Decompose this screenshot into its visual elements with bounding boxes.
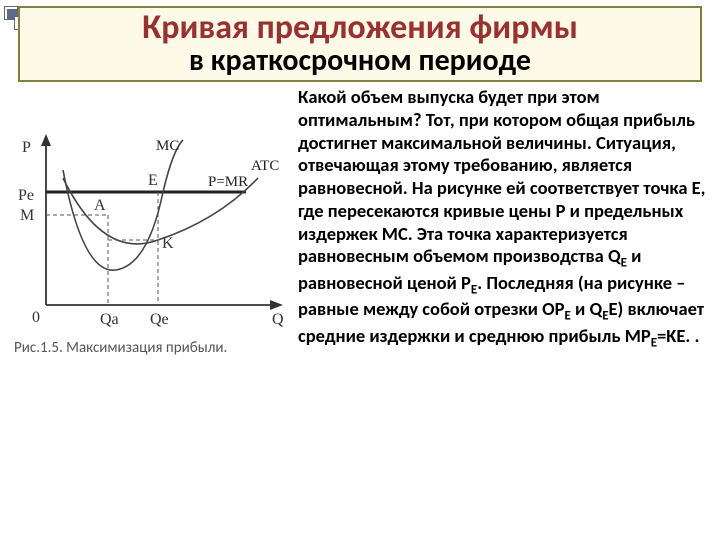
x-tick-qa: Qa	[100, 311, 119, 328]
x-axis-arrow	[270, 300, 283, 310]
y-axis-arrow	[41, 134, 51, 146]
body-text: Какой объем выпуска будет при этом оптим…	[298, 86, 708, 352]
title-sub: в краткосрочном периоде	[26, 46, 694, 76]
point-e: E	[148, 172, 158, 189]
point-a: A	[94, 197, 106, 214]
atc-label: ATC	[251, 158, 279, 174]
origin-label: 0	[32, 309, 40, 326]
title-box: Кривая предложения фирмы в краткосрочном…	[18, 6, 702, 82]
title-main: Кривая предложения фирмы	[26, 10, 694, 46]
x-tick-qe: Qe	[150, 311, 169, 328]
y-axis-label: P	[22, 139, 31, 156]
x-axis-label: Q	[272, 311, 284, 328]
y-tick-m: M	[20, 207, 34, 224]
chart-svg: P Q 0 Pe M Qa Qe P=MR MC ATC E A K	[8, 130, 293, 330]
y-tick-pe: Pe	[18, 187, 34, 204]
pmr-label: P=MR	[208, 174, 248, 190]
point-k: K	[162, 235, 174, 252]
mc-label: MC	[156, 138, 179, 154]
chart-region: P Q 0 Pe M Qa Qe P=MR MC ATC E A K Рис.1…	[8, 130, 293, 357]
chart-caption: Рис.1.5. Максимизация прибыли.	[8, 339, 293, 357]
